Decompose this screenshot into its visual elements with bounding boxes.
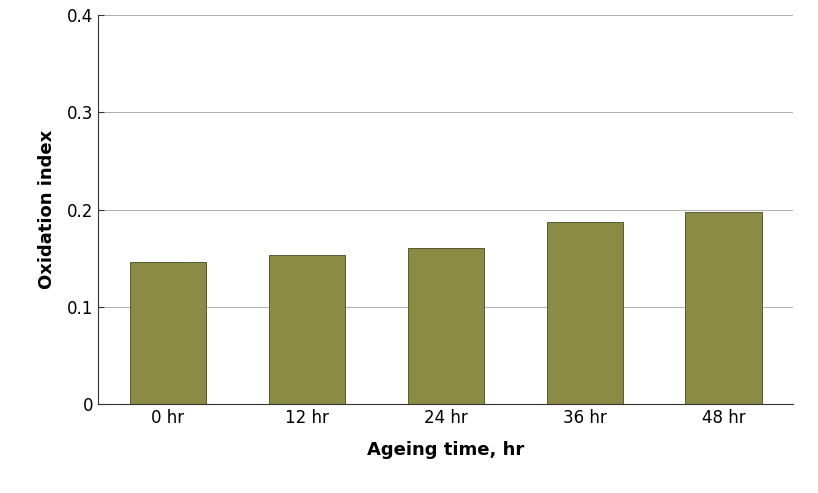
Bar xyxy=(130,262,206,404)
Bar xyxy=(546,222,623,404)
Y-axis label: Oxidation index: Oxidation index xyxy=(38,130,56,289)
Bar xyxy=(407,248,484,404)
X-axis label: Ageing time, hr: Ageing time, hr xyxy=(367,441,524,459)
Bar xyxy=(268,255,345,404)
Bar xyxy=(685,212,762,404)
